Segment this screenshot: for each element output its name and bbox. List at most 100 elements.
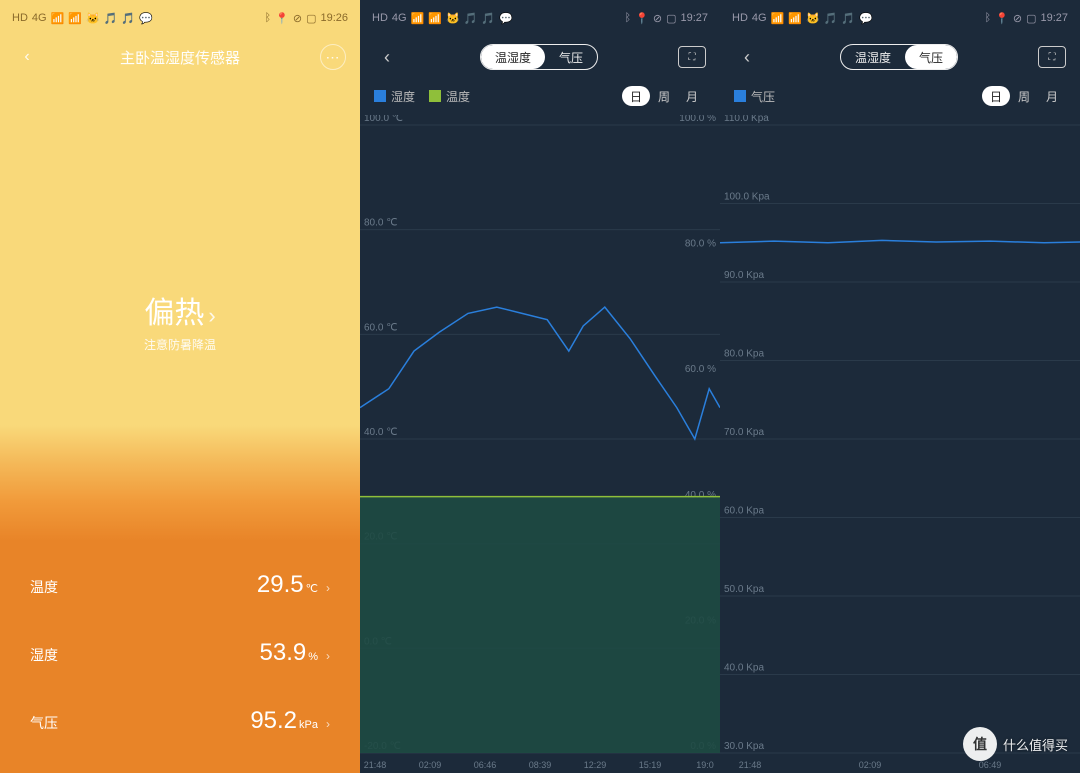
reading-value: 53.9 bbox=[260, 639, 307, 666]
pressure-chart: 30.0 Kpa 40.0 Kpa 50.0 Kpa 60.0 Kpa 70.0 Kpa… bbox=[720, 115, 1080, 773]
status-icon: 📶 bbox=[51, 12, 65, 25]
svg-text:06:49: 06:49 bbox=[979, 760, 1002, 770]
tab-气压[interactable]: 气压 bbox=[905, 45, 957, 69]
status-icon: 🎵 bbox=[824, 12, 838, 25]
more-button[interactable]: ⋯ bbox=[320, 44, 346, 70]
svg-text:50.0 Kpa: 50.0 Kpa bbox=[724, 584, 764, 595]
status-icon: 🐱 bbox=[806, 12, 820, 25]
chevron-right-icon: › bbox=[326, 717, 330, 731]
period-周[interactable]: 周 bbox=[650, 86, 678, 106]
summary-panel: HD4G📶📶🐱🎵🎵💬 ᛒ📍⊘▢ 19:26 ‹ 主卧温湿度传感器 ⋯ 偏热› 注… bbox=[0, 0, 360, 773]
status-icon: 🎵 bbox=[464, 12, 478, 25]
status-bar: HD4G📶📶🐱🎵🎵💬 ᛒ📍⊘▢19:27 bbox=[720, 0, 1080, 36]
status-icon: 🎵 bbox=[481, 12, 495, 25]
svg-text:06:46: 06:46 bbox=[474, 760, 497, 770]
status-icon: 📶 bbox=[428, 12, 442, 25]
temp-humidity-chart: -20.0 ℃0.0 ℃20.0 ℃40.0 ℃60.0 ℃80.0 ℃100.… bbox=[360, 115, 720, 773]
svg-text:110.0 Kpa: 110.0 Kpa bbox=[724, 115, 769, 124]
reading-unit: kPa bbox=[299, 719, 318, 731]
period-周[interactable]: 周 bbox=[1010, 86, 1038, 106]
legend-swatch bbox=[734, 90, 746, 102]
title-bar: ‹ 温湿度气压 ⛶ bbox=[360, 36, 720, 78]
status-icon: 📶 bbox=[68, 12, 82, 25]
temp-humidity-chart-panel: HD4G📶📶🐱🎵🎵💬 ᛒ📍⊘▢19:27 ‹ 温湿度气压 ⛶ 湿度温度 日周月 … bbox=[360, 0, 720, 773]
period-segment: 日周月 bbox=[982, 86, 1066, 106]
chart-legend: 湿度温度 bbox=[374, 88, 470, 105]
legend-item: 温度 bbox=[429, 88, 470, 105]
period-日[interactable]: 日 bbox=[982, 86, 1010, 106]
chevron-right-icon: › bbox=[208, 303, 215, 328]
title-bar: ‹ 主卧温湿度传感器 ⋯ bbox=[0, 36, 360, 78]
tab-温湿度[interactable]: 温湿度 bbox=[481, 45, 545, 69]
svg-text:40.0 Kpa: 40.0 Kpa bbox=[724, 663, 764, 674]
status-icon: HD bbox=[732, 12, 748, 24]
svg-text:40.0 ℃: 40.0 ℃ bbox=[364, 427, 397, 438]
watermark-text: 什么值得买 bbox=[1003, 735, 1068, 754]
status-icon: 4G bbox=[392, 12, 407, 24]
svg-text:30.0 Kpa: 30.0 Kpa bbox=[724, 741, 764, 752]
back-button[interactable]: ‹ bbox=[374, 44, 400, 70]
reading-label: 气压 bbox=[30, 713, 58, 733]
tab-气压[interactable]: 气压 bbox=[545, 45, 597, 69]
legend-swatch bbox=[374, 90, 386, 102]
status-icon: 💬 bbox=[139, 12, 153, 25]
reading-value: 95.2 bbox=[250, 707, 297, 734]
reading-row[interactable]: 温度 29.5℃› bbox=[30, 551, 330, 619]
svg-text:100.0 %: 100.0 % bbox=[679, 115, 716, 124]
back-button[interactable]: ‹ bbox=[734, 44, 760, 70]
watermark-badge: 值 bbox=[963, 727, 997, 761]
svg-text:70.0 Kpa: 70.0 Kpa bbox=[724, 427, 764, 438]
svg-text:60.0 %: 60.0 % bbox=[685, 364, 716, 375]
status-icon: 💬 bbox=[499, 12, 513, 25]
reading-label: 温度 bbox=[30, 577, 58, 597]
status-icon: 📶 bbox=[411, 12, 425, 25]
tab-segment: 温湿度气压 bbox=[840, 44, 958, 70]
svg-text:90.0 Kpa: 90.0 Kpa bbox=[724, 270, 764, 281]
legend-swatch bbox=[429, 90, 441, 102]
status-time: 19:26 bbox=[320, 12, 348, 24]
status-icon: 📶 bbox=[771, 12, 785, 25]
svg-text:100.0 ℃: 100.0 ℃ bbox=[364, 115, 403, 124]
svg-text:02:09: 02:09 bbox=[859, 760, 882, 770]
watermark: 值 什么值得买 bbox=[963, 727, 1068, 761]
hero-main-text: 偏热 bbox=[144, 297, 204, 330]
svg-text:02:09: 02:09 bbox=[419, 760, 442, 770]
chart-legend: 气压 bbox=[734, 88, 775, 105]
title-bar: ‹ 温湿度气压 ⛶ bbox=[720, 36, 1080, 78]
status-time: 19:27 bbox=[680, 12, 708, 24]
status-icon: 4G bbox=[752, 12, 767, 24]
status-left: HD4G📶📶🐱🎵🎵💬 bbox=[12, 12, 153, 25]
reading-row[interactable]: 湿度 53.9%› bbox=[30, 619, 330, 687]
status-icon: 📶 bbox=[788, 12, 802, 25]
reading-value: 29.5 bbox=[257, 571, 304, 598]
svg-text:60.0 Kpa: 60.0 Kpa bbox=[724, 506, 764, 517]
expand-button[interactable]: ⛶ bbox=[678, 46, 706, 68]
reading-unit: % bbox=[308, 651, 318, 663]
svg-text:100.0 Kpa: 100.0 Kpa bbox=[724, 192, 770, 203]
tab-温湿度[interactable]: 温湿度 bbox=[841, 45, 905, 69]
tab-segment: 温湿度气压 bbox=[480, 44, 598, 70]
svg-text:21:48: 21:48 bbox=[739, 760, 762, 770]
readings-list: 温度 29.5℃›湿度 53.9%›气压 95.2kPa› bbox=[0, 551, 360, 755]
status-bar: HD4G📶📶🐱🎵🎵💬 ᛒ📍⊘▢19:27 bbox=[360, 0, 720, 36]
status-time: 19:27 bbox=[1040, 12, 1068, 24]
svg-text:80.0 ℃: 80.0 ℃ bbox=[364, 218, 397, 229]
svg-text:15:19: 15:19 bbox=[639, 760, 662, 770]
period-月[interactable]: 月 bbox=[1038, 86, 1066, 106]
hero-status[interactable]: 偏热› 注意防暑降温 bbox=[0, 288, 360, 353]
svg-text:60.0 ℃: 60.0 ℃ bbox=[364, 322, 397, 333]
status-icon: 4G bbox=[32, 12, 47, 24]
page-title: 主卧温湿度传感器 bbox=[120, 47, 240, 68]
chevron-right-icon: › bbox=[326, 649, 330, 663]
status-bar: HD4G📶📶🐱🎵🎵💬 ᛒ📍⊘▢ 19:26 bbox=[0, 0, 360, 36]
back-button[interactable]: ‹ bbox=[14, 44, 40, 70]
legend-label: 气压 bbox=[751, 88, 775, 105]
expand-button[interactable]: ⛶ bbox=[1038, 46, 1066, 68]
period-月[interactable]: 月 bbox=[678, 86, 706, 106]
period-日[interactable]: 日 bbox=[622, 86, 650, 106]
chevron-right-icon: › bbox=[326, 581, 330, 595]
status-icon: 🐱 bbox=[86, 12, 100, 25]
legend-label: 湿度 bbox=[391, 88, 415, 105]
reading-row[interactable]: 气压 95.2kPa › bbox=[30, 687, 330, 755]
svg-text:80.0 Kpa: 80.0 Kpa bbox=[724, 349, 764, 360]
